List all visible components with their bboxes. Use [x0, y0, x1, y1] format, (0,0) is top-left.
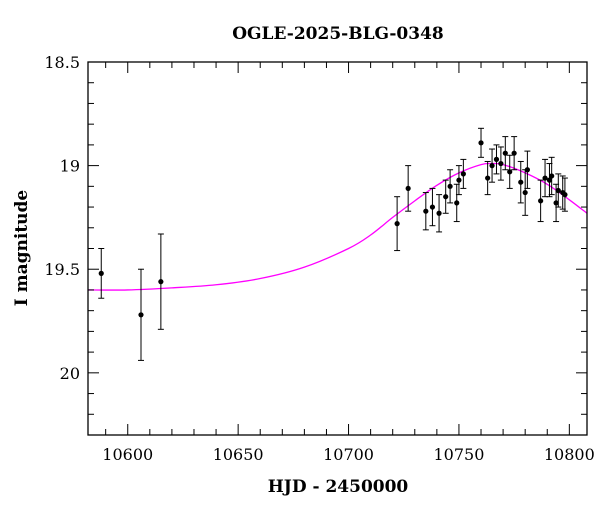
data-point: [493, 144, 500, 175]
data-point: [537, 179, 544, 223]
data-point: [157, 233, 164, 330]
data-marker: [546, 177, 553, 183]
chart-title: OGLE-2025-BLG-0348: [232, 24, 444, 44]
data-marker: [493, 156, 500, 162]
data-point: [436, 194, 443, 233]
data-point: [484, 160, 491, 196]
data-point: [137, 268, 144, 361]
y-axis-title: I magnitude: [12, 190, 32, 307]
data-marker: [478, 140, 484, 146]
data-marker: [553, 200, 559, 206]
data-points-layer: [98, 127, 568, 361]
x-axis-title: HJD - 2450000: [268, 477, 409, 497]
data-point: [542, 158, 549, 198]
data-marker: [443, 194, 449, 200]
data-marker: [460, 171, 466, 177]
data-point: [559, 175, 566, 210]
x-tick-label: 10800: [544, 445, 595, 464]
data-point: [429, 187, 436, 227]
data-marker: [518, 179, 524, 185]
data-marker: [498, 160, 504, 167]
data-point: [548, 156, 555, 196]
data-marker: [511, 150, 517, 156]
x-tick-label: 10650: [213, 445, 264, 464]
data-point: [561, 177, 568, 212]
data-marker: [485, 175, 491, 181]
data-point: [506, 154, 513, 189]
x-tick-label: 10750: [433, 445, 484, 464]
data-point: [517, 160, 524, 204]
data-point: [442, 179, 449, 214]
data-point: [405, 165, 412, 212]
y-tick-label: 20: [60, 364, 80, 383]
data-marker: [423, 208, 429, 214]
data-marker: [538, 198, 544, 204]
data-point: [447, 169, 454, 204]
data-marker: [524, 167, 530, 173]
data-marker: [454, 200, 460, 206]
data-point: [394, 196, 401, 252]
x-tick-label: 10700: [323, 445, 374, 464]
y-tick-label: 19.5: [44, 260, 80, 279]
data-marker: [98, 270, 104, 276]
data-point: [489, 148, 496, 183]
data-marker: [555, 187, 561, 194]
axis-ticks: 10600 10650 10700 10750 10800 18.5 19 19.5 20: [44, 53, 594, 464]
data-marker: [562, 192, 568, 198]
data-point: [460, 158, 467, 189]
data-point: [497, 146, 504, 181]
data-marker: [158, 279, 164, 285]
y-tick-label: 19: [60, 157, 80, 176]
data-point: [453, 183, 460, 223]
data-marker: [489, 163, 495, 169]
data-point: [422, 192, 429, 231]
data-marker: [542, 175, 548, 181]
data-marker: [456, 177, 462, 183]
data-point: [511, 136, 518, 171]
data-point: [555, 173, 562, 208]
data-point: [502, 136, 509, 171]
plot-frame: [87, 61, 588, 436]
data-marker: [549, 173, 555, 179]
model-curve-layer: [87, 162, 588, 291]
data-marker: [502, 150, 508, 156]
data-marker: [405, 185, 411, 192]
data-point: [98, 248, 105, 299]
data-marker: [507, 169, 513, 175]
data-point: [478, 127, 485, 158]
data-marker: [394, 221, 400, 227]
y-tick-label: 18.5: [44, 53, 80, 72]
model-curve: [87, 162, 588, 291]
data-marker: [447, 183, 453, 189]
data-point: [524, 150, 531, 189]
data-marker: [138, 312, 144, 318]
x-tick-label: 10600: [102, 445, 153, 464]
data-marker: [436, 210, 442, 216]
data-point: [455, 165, 462, 196]
data-marker: [522, 189, 528, 196]
data-marker: [429, 204, 436, 210]
